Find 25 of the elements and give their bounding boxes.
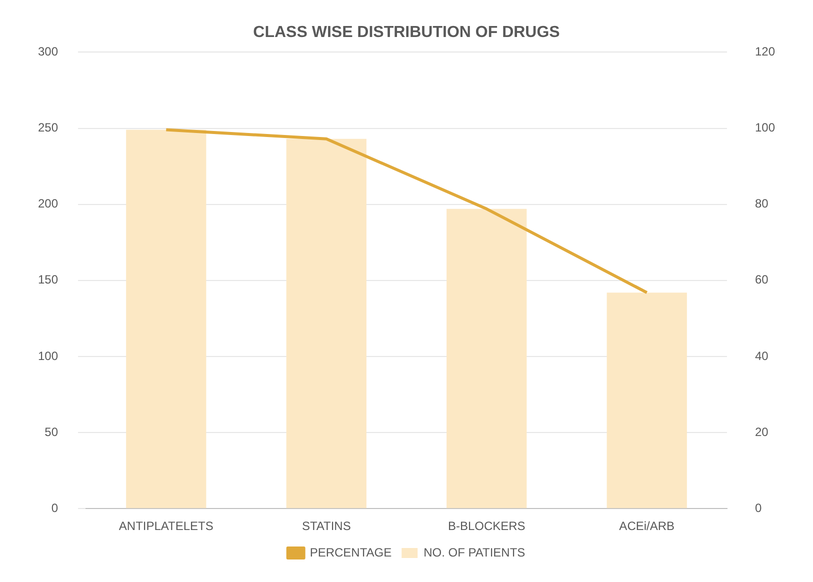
bar: [286, 138, 366, 508]
legend-label: PERCENTAGE: [310, 545, 392, 560]
chart-title: CLASS WISE DISTRIBUTION OF DRUGS: [253, 24, 560, 42]
bar: [126, 130, 206, 508]
y-tick-label: 150: [38, 272, 58, 287]
x-tick-label: B-BLOCKERS: [448, 519, 526, 534]
bar: [446, 208, 527, 508]
bar: [606, 292, 687, 508]
y-tick-label: 200: [38, 196, 58, 211]
x-tick-label: ANTIPLATELETS: [118, 519, 214, 534]
x-tick-label: STATINS: [302, 519, 351, 534]
x-tick-label: ACEi/ARB: [619, 519, 675, 534]
y2-tick-label: 60: [754, 272, 769, 287]
y-tick-label: 250: [38, 120, 58, 135]
y2-tick-label: 80: [754, 196, 769, 211]
y-tick-label: 300: [38, 44, 58, 59]
y2-tick-label: 100: [754, 120, 776, 135]
y2-tick-label: 40: [754, 348, 769, 363]
y2-tick-label: 120: [754, 44, 776, 59]
y-tick-label: 100: [38, 348, 58, 363]
y2-tick-label: 20: [754, 424, 769, 439]
y-tick-label: 0: [51, 500, 58, 515]
y-tick-label: 50: [44, 424, 58, 439]
y2-tick-label: 0: [754, 500, 762, 515]
legend-label: NO. OF PATIENTS: [424, 545, 526, 560]
